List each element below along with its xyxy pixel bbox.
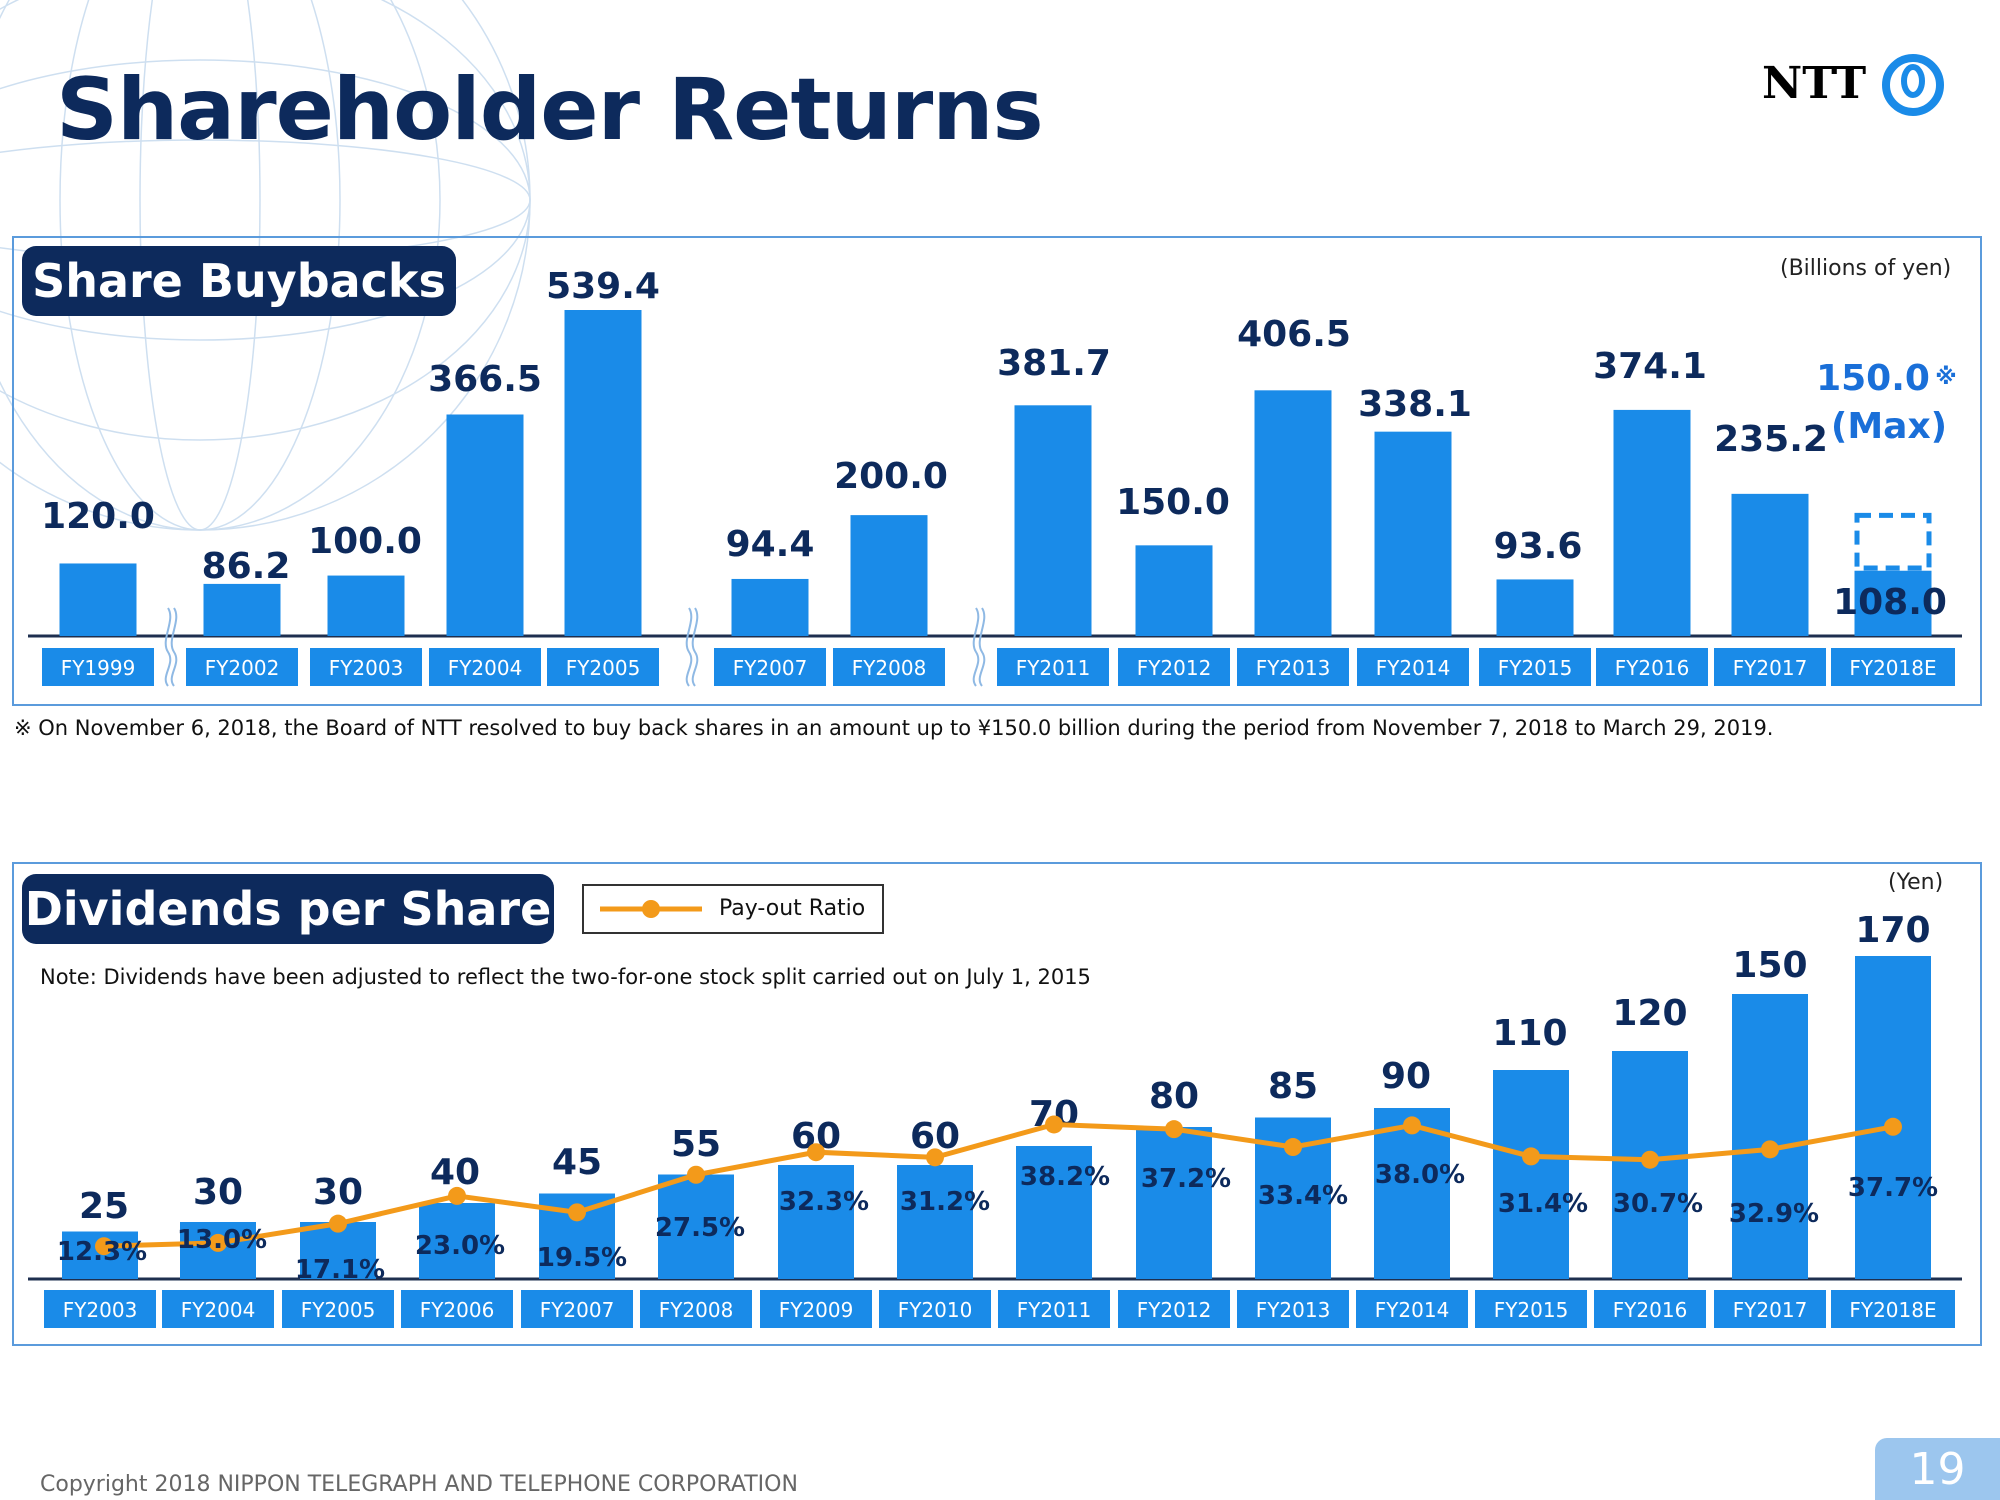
dividends-note: Note: Dividends have been adjusted to re… — [40, 965, 1091, 989]
page-number: 19 — [1875, 1438, 2000, 1500]
logo-text: NTT — [1762, 58, 1867, 109]
dividends-unit-label: (Yen) — [1888, 870, 1944, 895]
buybacks-section-title: Share Buybacks — [22, 246, 456, 316]
copyright: Copyright 2018 NIPPON TELEGRAPH AND TELE… — [40, 1472, 798, 1497]
buybacks-unit-label: (Billions of yen) — [1780, 256, 1952, 281]
ntt-logo-mark-icon — [1882, 54, 1944, 116]
buybacks-panel — [12, 236, 1982, 706]
dividends-section-title: Dividends per Share — [22, 874, 554, 944]
ntt-logo: NTT — [1762, 52, 1952, 122]
legend-line-marker-icon — [600, 900, 702, 918]
buybacks-footnote: ※ On November 6, 2018, the Board of NTT … — [14, 716, 1774, 740]
dividends-panel — [12, 862, 1982, 1346]
legend-label-payout-ratio: Pay-out Ratio — [719, 896, 866, 921]
chart-legend: Pay-out Ratio — [582, 884, 884, 934]
globe-background — [0, 0, 531, 531]
page-title: Shareholder Returns — [56, 60, 1044, 160]
